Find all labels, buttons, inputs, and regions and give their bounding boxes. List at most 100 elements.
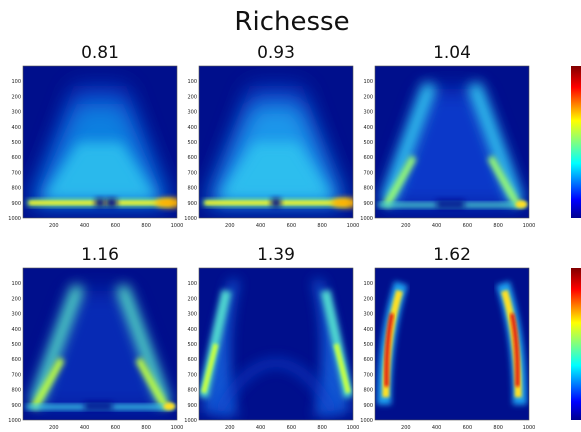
heatmap-panel: 1.62 100 200 300 400 500 600 700 800 900 1000 200 40… — [360, 245, 535, 431]
x-tick-label: 600 — [463, 425, 473, 431]
y-tick-label: 700 — [363, 372, 373, 378]
y-tick-label: 800 — [363, 388, 373, 394]
y-tick-label: 600 — [363, 155, 373, 161]
y-tick-label: 800 — [363, 186, 373, 192]
plot-frame — [198, 65, 354, 219]
y-tick-label: 400 — [363, 125, 373, 131]
y-tick-label: 200 — [11, 94, 21, 100]
heatmap-intensity — [23, 66, 177, 218]
y-tick-label: 900 — [187, 201, 197, 207]
y-tick-label: 500 — [363, 342, 373, 348]
x-tick-label: 600 — [463, 223, 473, 229]
y-tick-label: 700 — [363, 170, 373, 176]
x-tick-label: 400 — [256, 425, 266, 431]
y-tick-label: 400 — [187, 327, 197, 333]
y-tick-label: 500 — [11, 140, 21, 146]
y-tick-label: 100 — [11, 79, 21, 85]
plot-frame — [198, 267, 354, 421]
x-tick-label: 400 — [256, 223, 266, 229]
y-tick-label: 300 — [11, 110, 21, 116]
y-tick-label: 100 — [187, 281, 197, 287]
heatmap-panel: 0.81 100 200 300 400 500 600 700 800 900 1000 200 40… — [8, 43, 183, 229]
heatmap-panel: 1.04 100 200 300 400 500 600 700 800 900 1000 200 40… — [360, 43, 535, 229]
x-tick-label: 600 — [111, 425, 121, 431]
heatmap-panel: 1.39 100 200 300 400 500 600 700 800 900 1000 200 40… — [184, 245, 359, 431]
x-tick-label: 200 — [225, 425, 235, 431]
heatmap-intensity — [199, 268, 353, 420]
heatmap-intensity — [375, 268, 529, 420]
y-tick-label: 1000 — [8, 216, 21, 222]
y-tick-label: 100 — [363, 79, 373, 85]
x-tick-label: 800 — [493, 223, 503, 229]
y-tick-label: 700 — [187, 170, 197, 176]
x-tick-label: 200 — [401, 425, 411, 431]
y-tick-label: 500 — [187, 342, 197, 348]
x-tick-label: 200 — [225, 223, 235, 229]
x-tick-label: 800 — [141, 223, 151, 229]
y-tick-label: 900 — [187, 403, 197, 409]
y-tick-label: 600 — [11, 357, 21, 363]
y-tick-label: 700 — [187, 372, 197, 378]
x-tick-label: 800 — [317, 223, 327, 229]
y-tick-label: 200 — [187, 296, 197, 302]
y-tick-label: 600 — [187, 357, 197, 363]
x-tick-label: 600 — [111, 223, 121, 229]
y-tick-label: 400 — [187, 125, 197, 131]
x-tick-label: 800 — [141, 425, 151, 431]
x-tick-label: 400 — [80, 425, 90, 431]
plot-frame — [374, 65, 530, 219]
y-tick-label: 1000 — [360, 216, 373, 222]
panel-title: 1.62 — [433, 245, 471, 265]
y-tick-label: 800 — [187, 186, 197, 192]
y-tick-label: 800 — [187, 388, 197, 394]
x-tick-label: 200 — [401, 223, 411, 229]
y-tick-label: 100 — [363, 281, 373, 287]
y-tick-label: 300 — [187, 110, 197, 116]
y-tick-label: 900 — [11, 403, 21, 409]
y-tick-label: 700 — [11, 372, 21, 378]
y-tick-label: 1000 — [184, 216, 197, 222]
y-tick-label: 400 — [11, 125, 21, 131]
heatmap-intensity — [199, 66, 353, 218]
x-tick-label: 200 — [49, 223, 59, 229]
plot-frame — [22, 65, 178, 219]
x-tick-label: 800 — [493, 425, 503, 431]
x-tick-label: 1000 — [347, 425, 360, 431]
x-tick-label: 200 — [49, 425, 59, 431]
figure-title: Richesse — [234, 7, 349, 37]
y-tick-label: 400 — [11, 327, 21, 333]
colorbar-top — [571, 66, 581, 218]
y-tick-label: 600 — [363, 357, 373, 363]
heatmap-panel: 0.93 100 200 300 400 500 600 700 800 900 1000 200 40… — [184, 43, 359, 229]
heatmap-intensity — [375, 66, 529, 218]
heatmap-panel: 1.16 100 200 300 400 500 600 700 800 900 1000 200 40… — [8, 245, 183, 431]
plot-frame — [374, 267, 530, 421]
y-tick-label: 400 — [363, 327, 373, 333]
y-tick-label: 700 — [11, 170, 21, 176]
panel-title: 1.39 — [257, 245, 295, 265]
y-tick-label: 300 — [11, 312, 21, 318]
y-tick-label: 900 — [363, 201, 373, 207]
x-tick-label: 800 — [317, 425, 327, 431]
panel-title: 0.81 — [81, 43, 119, 63]
panel-title: 1.16 — [81, 245, 119, 265]
y-tick-label: 200 — [187, 94, 197, 100]
y-tick-label: 600 — [11, 155, 21, 161]
panel-title: 0.93 — [257, 43, 295, 63]
x-tick-label: 400 — [80, 223, 90, 229]
x-tick-label: 1000 — [523, 425, 536, 431]
x-tick-label: 400 — [432, 223, 442, 229]
x-tick-label: 1000 — [171, 425, 184, 431]
x-tick-label: 600 — [287, 223, 297, 229]
y-tick-label: 100 — [11, 281, 21, 287]
y-tick-label: 900 — [11, 201, 21, 207]
y-tick-label: 500 — [363, 140, 373, 146]
x-tick-label: 1000 — [347, 223, 360, 229]
x-tick-label: 600 — [287, 425, 297, 431]
y-tick-label: 1000 — [360, 418, 373, 424]
y-tick-label: 300 — [363, 110, 373, 116]
y-tick-label: 1000 — [184, 418, 197, 424]
x-tick-label: 400 — [432, 425, 442, 431]
heatmap-intensity — [23, 268, 177, 420]
x-tick-label: 1000 — [523, 223, 536, 229]
